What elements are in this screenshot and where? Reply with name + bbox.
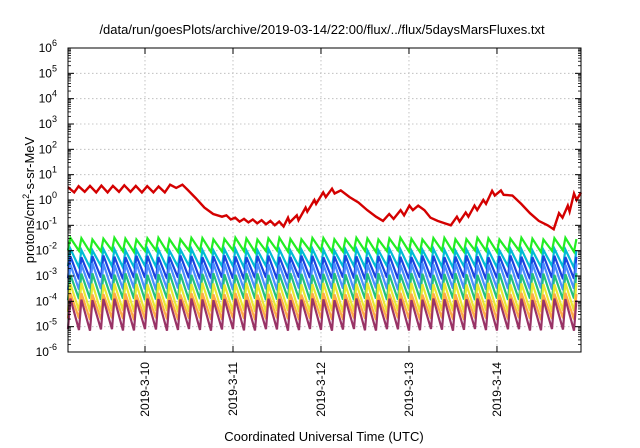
y-tick-label: 10-3 [36, 266, 57, 283]
y-axis-title-suffix: -s-sr-MeV [22, 136, 37, 193]
y-tick-label-exponent: 1 [52, 165, 57, 175]
y-tick-label-exponent: -2 [49, 241, 57, 251]
y-tick-label-exponent: -1 [49, 215, 57, 225]
y-tick-label-base: 10 [36, 244, 50, 258]
y-axis-title-superscript: 2 [21, 194, 31, 199]
y-tick-label: 106 [39, 38, 57, 55]
x-tick-label: 2019-3-12 [314, 362, 328, 417]
axis-ticks [68, 47, 581, 353]
y-tick-label-exponent: 2 [52, 139, 57, 149]
axis-tick-labels: 10-610-510-410-310-210-11001011021031041… [36, 38, 504, 417]
y-tick-label: 10-1 [36, 215, 57, 232]
y-tick-label: 101 [39, 165, 57, 182]
chart-title: /data/run/goesPlots/archive/2019-03-14/2… [99, 22, 545, 37]
y-tick-label: 104 [39, 89, 57, 106]
y-tick-label-exponent: -3 [49, 266, 57, 276]
y-tick-label-base: 10 [39, 117, 53, 131]
y-tick-label-exponent: 5 [52, 63, 57, 73]
y-tick-label-base: 10 [36, 218, 50, 232]
y-tick-label-base: 10 [36, 345, 50, 359]
x-tick-label: 2019-3-10 [138, 362, 152, 417]
y-tick-label-exponent: 3 [52, 114, 57, 124]
x-tick-label: 2019-3-11 [226, 362, 240, 416]
y-tick-label-base: 10 [39, 193, 53, 207]
y-tick-label-base: 10 [39, 168, 53, 182]
y-tick-label-base: 10 [36, 269, 50, 283]
y-tick-label-base: 10 [36, 320, 50, 334]
y-tick-label: 10-5 [36, 317, 57, 334]
series-line-1 [67, 183, 583, 232]
y-tick-label-base: 10 [39, 66, 53, 80]
y-tick-label-exponent: 4 [52, 89, 57, 99]
y-tick-label-exponent: 0 [52, 190, 57, 200]
x-tick-label: 2019-3-14 [490, 362, 504, 417]
data-series-group [66, 183, 583, 331]
y-tick-label-exponent: 6 [52, 38, 57, 48]
y-tick-label-base: 10 [39, 142, 53, 156]
y-tick-label-exponent: -5 [49, 317, 57, 327]
y-tick-label: 10-4 [36, 291, 57, 308]
x-tick-label: 2019-3-13 [402, 362, 416, 417]
y-tick-label-exponent: -4 [49, 291, 57, 301]
y-tick-label-base: 10 [39, 41, 53, 55]
y-tick-label: 102 [39, 139, 57, 156]
y-tick-label: 103 [39, 114, 57, 131]
y-axis-title: protons/cm2-s-sr-MeV [21, 136, 37, 263]
y-tick-label-base: 10 [36, 294, 50, 308]
series-line-9 [66, 298, 578, 331]
y-axis-title-prefix: protons/cm [22, 199, 37, 263]
y-tick-label: 10-6 [36, 342, 57, 359]
y-tick-label: 105 [39, 63, 57, 80]
series-line-2 [66, 234, 578, 256]
x-axis-title: Coordinated Universal Time (UTC) [224, 429, 423, 444]
y-tick-label: 10-2 [36, 241, 57, 258]
y-tick-label-base: 10 [39, 92, 53, 106]
y-tick-label-exponent: -6 [49, 342, 57, 352]
y-tick-label: 100 [39, 190, 57, 207]
